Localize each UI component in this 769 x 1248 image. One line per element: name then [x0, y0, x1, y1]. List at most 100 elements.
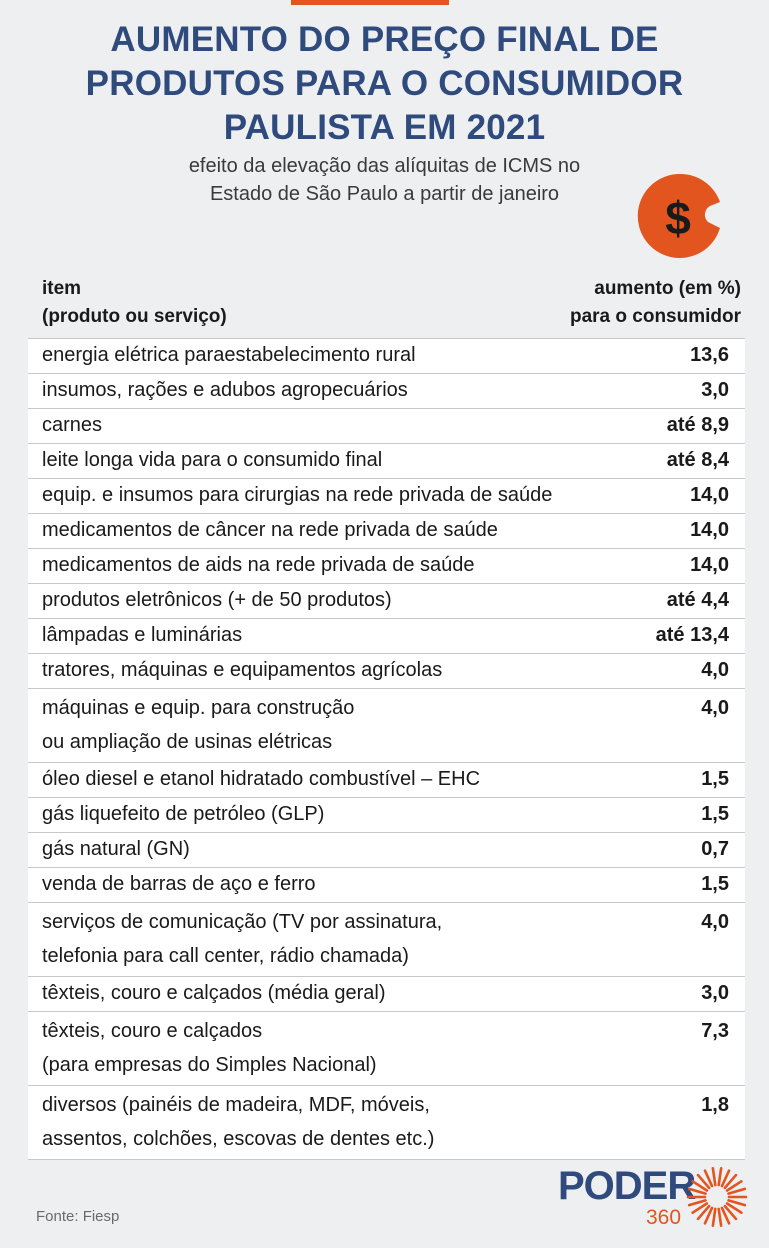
row-item-label: carnes [42, 411, 632, 440]
sunburst-ray [696, 1204, 711, 1221]
row-item-label: óleo diesel e etanol hidratado combustív… [42, 765, 632, 794]
source-note: Fonte: Fiesp [36, 1208, 120, 1225]
poder360-logo: PODER 360 [558, 1162, 748, 1232]
row-increase-value: 4,0 [701, 697, 729, 719]
row-item-label: leite longa vida para o consumido final [42, 446, 632, 475]
row-item-label: medicamentos de aids na rede privada de … [42, 551, 632, 580]
row-increase-value: 3,0 [701, 379, 729, 401]
row-increase-value: 13,6 [690, 344, 729, 366]
title-line-1: AUMENTO DO PREÇO FINAL DE [110, 20, 659, 59]
row-item-label: tratores, máquinas e equipamentos agríco… [42, 656, 632, 685]
row-item-label-line-1: máquinas e equip. para construção [42, 697, 355, 719]
page-title: AUMENTO DO PREÇO FINAL DE PRODUTOS PARA … [0, 18, 769, 150]
row-item-label: têxteis, couro e calçados (para empresas … [42, 1014, 632, 1082]
row-item-label-line-1: medicamentos de câncer na rede privada d… [42, 519, 498, 541]
table-row: tratores, máquinas e equipamentos agríco… [28, 654, 745, 689]
sunburst-ray [691, 1202, 709, 1214]
sunburst-ray [711, 1207, 717, 1228]
row-increase-value: 4,0 [701, 659, 729, 681]
row-increase-value: 4,0 [701, 911, 729, 933]
column-header-item-line-1: item [42, 278, 82, 299]
column-header-item-line-2: (produto ou serviço) [42, 306, 227, 327]
row-item-label: venda de barras de aço e ferro [42, 870, 632, 899]
subtitle-line-1: efeito da elevação das alíquitas de ICMS… [188, 155, 581, 177]
column-header-value-line-1: aumento (em %) [594, 278, 741, 299]
table-row: carnes até 8,9 [28, 409, 745, 444]
row-item-label-line-2: ou ampliação de usinas elétricas [42, 731, 333, 753]
row-increase-value: até 8,4 [666, 449, 729, 471]
table-row: insumos, rações e adubos agropecuários 3,… [28, 374, 745, 409]
row-item-label-line-2: telefonia para call center, rádio chamad… [42, 945, 409, 967]
row-increase-value: 14,0 [690, 519, 729, 541]
row-item-label-line-1: diversos (painéis de madeira, MDF, móvei… [42, 1094, 430, 1116]
row-item-label-line-1: gás natural (GN) [42, 838, 190, 860]
table-row: máquinas e equip. para construção ou ampl… [28, 689, 745, 763]
table-row: medicamentos de câncer na rede privada d… [28, 514, 745, 549]
table-row: venda de barras de aço e ferro 1,5 [28, 868, 745, 903]
sunburst-ray [696, 1173, 711, 1190]
row-increase-value: 0,7 [701, 838, 729, 860]
title-line-2: PRODUTOS PARA O CONSUMIDOR [85, 64, 684, 103]
row-increase-value: 1,5 [701, 873, 729, 895]
top-accent-bar [291, 0, 449, 5]
row-increase-value: 14,0 [690, 484, 729, 506]
sunburst-ray [717, 1166, 723, 1187]
row-item-label-line-1: lâmpadas e luminárias [42, 624, 243, 646]
row-increase-value: 3,0 [701, 982, 729, 1004]
row-item-label: equip. e insumos para cirurgias na rede … [42, 481, 632, 510]
row-item-label-line-1: venda de barras de aço e ferro [42, 873, 316, 895]
row-increase-value: até 13,4 [655, 624, 729, 646]
sunburst-ray [711, 1166, 717, 1187]
row-increase-value: 1,5 [701, 768, 729, 790]
sunburst-ray [691, 1180, 709, 1192]
table-row: diversos (painéis de madeira, MDF, móvei… [28, 1086, 745, 1160]
row-item-label: têxteis, couro e calçados (média geral) [42, 979, 632, 1008]
row-item-label-line-2: (para empresas do Simples Nacional) [42, 1054, 377, 1076]
logo-text: PODER [558, 1164, 696, 1208]
sunburst-ray [720, 1206, 731, 1225]
sunburst-ray [703, 1169, 714, 1188]
table-row: lâmpadas e luminárias até 13,4 [28, 619, 745, 654]
sunburst-ray [717, 1207, 723, 1228]
table-row: produtos eletrônicos (+ de 50 produtos) a… [28, 584, 745, 619]
row-increase-value: 1,5 [701, 803, 729, 825]
column-header-value: aumento (em %) para o consumidor [570, 275, 741, 331]
subtitle: efeito da elevação das alíquitas de ICMS… [0, 152, 769, 208]
sunburst-ray [687, 1199, 707, 1207]
logo-number: 360 [646, 1206, 682, 1229]
table-row: óleo diesel e etanol hidratado combustív… [28, 763, 745, 798]
table-row: energia elétrica paraestabelecimento rur… [28, 339, 745, 374]
row-item-label-line-1: tratores, máquinas e equipamentos agríco… [42, 659, 443, 681]
table-row: leite longa vida para o consumido final a… [28, 444, 745, 479]
price-increase-table: energia elétrica paraestabelecimento rur… [28, 338, 745, 1160]
row-item-label: máquinas e equip. para construção ou ampl… [42, 691, 632, 759]
column-header-value-line-2: para o consumidor [569, 306, 741, 327]
sunburst-ray [720, 1169, 731, 1188]
row-item-label: produtos eletrônicos (+ de 50 produtos) [42, 586, 632, 615]
row-item-label: insumos, rações e adubos agropecuários [42, 376, 632, 405]
row-increase-value: até 4,4 [666, 589, 729, 611]
row-item-label-line-1: serviços de comunicação (TV por assinatu… [42, 911, 443, 933]
row-item-label-line-1: produtos eletrônicos (+ de 50 produtos) [42, 589, 392, 611]
sunburst-icon [686, 1166, 748, 1228]
dollar-coin-icon: $ [637, 173, 720, 258]
row-item-label-line-1: têxteis, couro e calçados (média geral) [42, 982, 386, 1004]
table-row: têxteis, couro e calçados (para empresas … [28, 1012, 745, 1086]
row-item-label: diversos (painéis de madeira, MDF, móvei… [42, 1088, 632, 1156]
row-increase-value: até 8,9 [666, 414, 729, 436]
row-item-label: medicamentos de câncer na rede privada d… [42, 516, 632, 545]
row-item-label: gás liquefeito de petróleo (GLP) [42, 800, 632, 829]
table-row: gás liquefeito de petróleo (GLP) 1,5 [28, 798, 745, 833]
row-item-label-line-1: insumos, rações e adubos agropecuários [42, 379, 408, 401]
sunburst-ray [727, 1187, 747, 1195]
sunburst-ray [723, 1173, 738, 1190]
table-row: equip. e insumos para cirurgias na rede … [28, 479, 745, 514]
row-item-label: gás natural (GN) [42, 835, 632, 864]
sunburst-ray [725, 1202, 743, 1214]
row-item-label: energia elétrica paraestabelecimento rur… [42, 341, 632, 370]
row-item-label-line-1: medicamentos de aids na rede privada de … [42, 554, 475, 576]
row-item-label: serviços de comunicação (TV por assinatu… [42, 905, 632, 973]
row-increase-value: 7,3 [701, 1020, 729, 1042]
dollar-glyph: $ [665, 192, 691, 244]
table-row: serviços de comunicação (TV por assinatu… [28, 903, 745, 977]
